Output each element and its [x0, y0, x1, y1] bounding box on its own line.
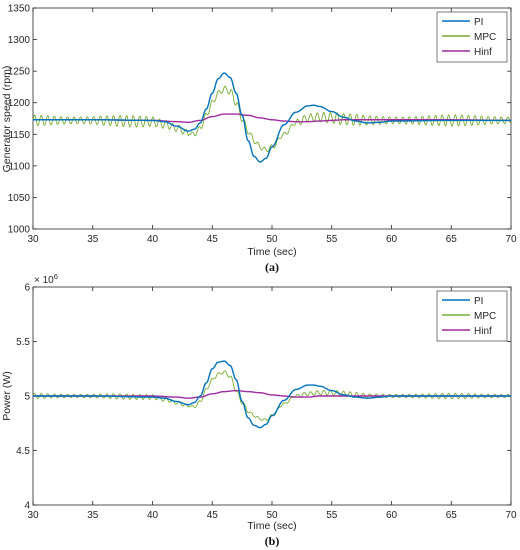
chart-b-y-tick-label: 5.5 — [16, 337, 30, 348]
chart-a-x-tick-label: 55 — [326, 234, 338, 245]
chart-a-caption: (a) — [265, 260, 279, 274]
chart-a-x-tick-label: 50 — [266, 234, 278, 245]
chart-a-series-line-pi — [32, 72, 512, 163]
chart-b-x-tick-label: 50 — [266, 510, 278, 521]
chart-a-y-tick-label: 1050 — [8, 193, 31, 204]
chart-b-x-tick-label: 60 — [386, 510, 398, 521]
chart-b-legend-label-mpc: MPC — [474, 311, 496, 322]
chart-b-y-tick-label: 4.5 — [16, 446, 30, 457]
chart-b-caption: (b) — [265, 534, 280, 548]
chart-b-series-line-pi — [32, 360, 512, 429]
chart-a-series — [32, 72, 512, 163]
chart-b-series — [32, 360, 512, 429]
chart-a-y-tick-label: 1100 — [8, 161, 30, 172]
chart-a-y-axis-label: Generator speed (rpm) — [1, 66, 13, 173]
chart-a-x-tick-label: 60 — [386, 234, 398, 245]
chart-b-x-ticks: 30 35 40 45 50 55 60 65 70 — [27, 287, 517, 521]
chart-b-series-line-mpc — [32, 370, 512, 421]
chart-a-legend: PI MPC Hinf — [436, 11, 508, 63]
chart-b-legend-box — [436, 290, 508, 342]
chart-b-legend-label-hinf: Hinf — [474, 326, 492, 337]
chart-a: 1000 1050 1100 1150 1200 1250 1300 1350 30 35 40 4… — [1, 4, 517, 275]
chart-a-x-tick-label: 45 — [207, 234, 219, 245]
chart-a-x-tick-label: 40 — [147, 234, 159, 245]
chart-b-x-tick-label: 45 — [207, 510, 219, 521]
chart-a-y-tick-label: 1000 — [8, 225, 31, 236]
chart-a-y-tick-label: 1300 — [8, 35, 31, 46]
chart-b-y-tick-label: 5 — [24, 392, 30, 403]
chart-b-exponent-label: × 106 — [34, 272, 58, 286]
chart-b: 44.555.56 30 35 40 45 50 55 60 65 70 × 106 Power… — [1, 272, 517, 548]
chart-b-y-tick-label: 4 — [24, 501, 30, 512]
chart-b-x-tick-label: 30 — [27, 510, 39, 521]
chart-a-y-tick-label: 1200 — [8, 98, 31, 109]
chart-b-exponent-base: × 10 — [34, 275, 54, 286]
chart-b-x-axis-label: Time (sec) — [247, 520, 296, 532]
chart-b-x-tick-label: 40 — [147, 510, 159, 521]
chart-a-y-tick-label: 1250 — [8, 67, 31, 78]
chart-b-x-tick-label: 55 — [326, 510, 338, 521]
chart-a-y-tick-label: 1150 — [8, 130, 30, 141]
chart-a-x-tick-label: 65 — [446, 234, 458, 245]
chart-b-legend-label-pi: PI — [474, 296, 483, 307]
chart-b-x-tick-label: 70 — [505, 510, 517, 521]
chart-a-x-tick-label: 70 — [505, 234, 517, 245]
chart-a-y-ticks: 1000 1050 1100 1150 1200 1250 1300 1350 — [8, 4, 511, 236]
chart-a-x-axis-label: Time (sec) — [247, 246, 296, 258]
chart-a-series-line-mpc — [32, 85, 512, 153]
chart-a-legend-box — [436, 11, 508, 63]
chart-a-y-tick-label: 1350 — [8, 4, 31, 15]
chart-a-legend-label-mpc: MPC — [474, 32, 496, 43]
chart-b-x-tick-label: 65 — [446, 510, 458, 521]
chart-a-legend-label-hinf: Hinf — [474, 47, 492, 58]
chart-a-legend-label-pi: PI — [474, 17, 483, 28]
chart-b-y-axis-label: Power (W) — [1, 371, 13, 421]
chart-a-x-tick-label: 35 — [87, 234, 99, 245]
chart-a-x-ticks: 30 35 40 45 50 55 60 65 70 — [27, 8, 517, 245]
chart-b-y-tick-label: 6 — [24, 283, 30, 294]
chart-a-x-tick-label: 30 — [27, 234, 39, 245]
chart-b-x-tick-label: 35 — [87, 510, 99, 521]
chart-b-legend: PI MPC Hinf — [436, 290, 508, 342]
chart-b-exponent-power: 6 — [54, 272, 58, 281]
